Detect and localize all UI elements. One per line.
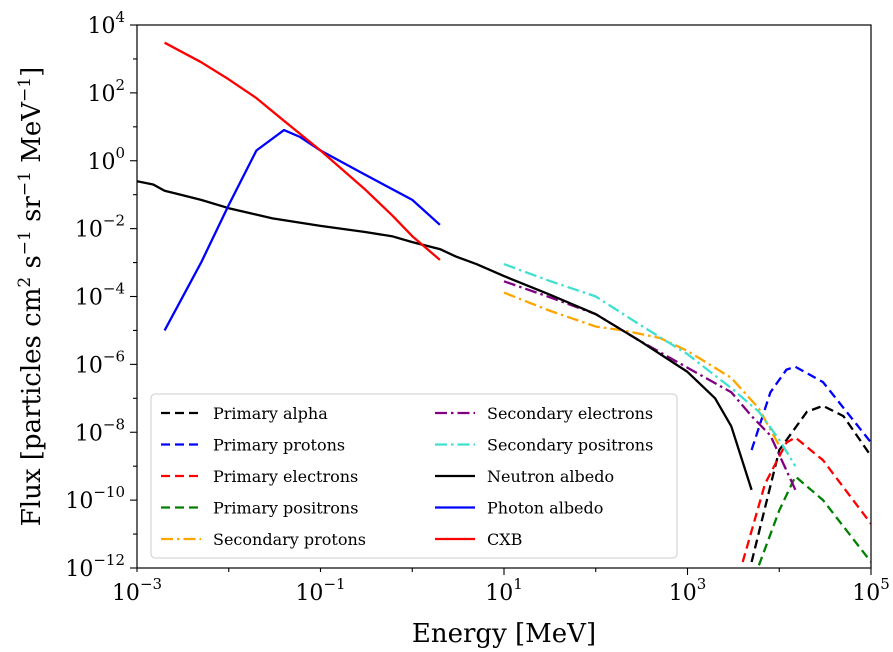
y-tick-exponent: −12: [93, 551, 125, 569]
y-tick-base: 10: [87, 14, 115, 39]
series-line-neutron-albedo: [137, 180, 753, 491]
x-tick-exponent: −3: [140, 575, 162, 593]
x-tick-base: 10: [669, 581, 697, 606]
y-label-text: MeV: [17, 101, 47, 171]
series-line-secondary-positrons: [503, 263, 797, 467]
y-tick-base: 10: [87, 150, 115, 175]
y-tick-label: 104: [87, 8, 125, 39]
y-tick-exponent: −4: [103, 280, 125, 298]
y-tick-label: 10−10: [65, 483, 125, 514]
y-tick-base: 10: [75, 286, 103, 311]
series-line-primary-protons: [750, 365, 871, 451]
series-line-primary-positrons: [757, 475, 871, 566]
x-axis-label: Energy [MeV]: [412, 619, 596, 649]
y-label-superscript: −1: [15, 171, 35, 196]
legend-label: Photon albedo: [487, 499, 603, 518]
x-tick-base: 10: [112, 581, 140, 606]
legend: Primary alpha Primary protons Primary elec…: [150, 393, 678, 559]
x-tick-label: 101: [485, 575, 523, 606]
y-label-text: sr: [17, 196, 47, 231]
legend-label: Primary protons: [213, 436, 345, 455]
legend-label: Primary positrons: [213, 499, 358, 518]
y-tick-base: 10: [65, 557, 93, 582]
legend-label: Neutron albedo: [487, 467, 614, 486]
y-tick-base: 10: [75, 421, 103, 446]
legend-entry-primary-electrons: Primary electrons: [161, 467, 358, 486]
y-tick-base: 10: [75, 218, 103, 243]
x-tick-label: 103: [669, 575, 707, 606]
y-label-superscript: −1: [15, 230, 35, 255]
y-tick-exponent: −10: [93, 483, 125, 501]
legend-label: Secondary protons: [213, 530, 366, 549]
y-tick-label: 10−6: [75, 347, 125, 378]
x-tick-base: 10: [852, 581, 880, 606]
y-label-superscript: −1: [15, 77, 35, 102]
y-tick-exponent: 0: [115, 144, 125, 162]
legend-label: CXB: [487, 530, 522, 549]
series-layer: [137, 41, 871, 566]
series-line-primary-alpha: [750, 404, 871, 563]
x-tick-exponent: 1: [513, 575, 523, 593]
legend-entry-neutron-albedo: Neutron albedo: [435, 467, 614, 486]
y-tick-label: 10−12: [65, 551, 125, 582]
axis-labels: Energy [MeV] Flux [particles cm2 s−1 sr−…: [15, 67, 596, 649]
y-tick-base: 10: [75, 353, 103, 378]
series-line-secondary-electrons: [503, 280, 797, 491]
x-tick-exponent: 5: [880, 575, 890, 593]
legend-entry-primary-positrons: Primary positrons: [161, 499, 358, 518]
y-tick-exponent: 2: [115, 76, 125, 94]
x-tick-label: 10−3: [112, 575, 162, 606]
legend-label: Secondary positrons: [487, 436, 653, 455]
y-label-text: Flux [particles cm: [17, 288, 47, 527]
x-tick-exponent: 3: [697, 575, 707, 593]
legend-label: Primary alpha: [213, 404, 328, 423]
legend-label: Primary electrons: [213, 467, 358, 486]
series-line-photon-albedo: [163, 128, 441, 331]
legend-box: [150, 393, 678, 559]
y-tick-base: 10: [65, 489, 93, 514]
legend-entry-secondary-electrons: Secondary electrons: [435, 404, 653, 423]
y-tick-label: 10−2: [75, 212, 125, 243]
y-tick-label: 10−8: [75, 415, 125, 446]
series-line-cxb: [164, 41, 441, 261]
y-tick-label: 102: [87, 76, 125, 107]
legend-entry-cxb: CXB: [435, 530, 522, 549]
x-tick-label: 10−1: [295, 575, 345, 606]
y-label-superscript: 2: [15, 277, 35, 288]
y-tick-label: 10−4: [75, 280, 125, 311]
y-label-text: s: [17, 255, 47, 277]
legend-entry-secondary-positrons: Secondary positrons: [435, 436, 653, 455]
legend-label: Secondary electrons: [487, 404, 653, 423]
x-tick-exponent: −1: [323, 575, 345, 593]
y-tick-exponent: −6: [103, 347, 125, 365]
legend-entry-secondary-protons: Secondary protons: [161, 530, 366, 549]
legend-entry-photon-albedo: Photon albedo: [435, 499, 603, 518]
y-label-text: ]: [17, 67, 47, 77]
y-tick-base: 10: [87, 82, 115, 107]
y-tick-label: 100: [87, 144, 125, 175]
y-tick-exponent: −2: [103, 212, 125, 230]
legend-entry-primary-protons: Primary protons: [161, 436, 345, 455]
y-tick-exponent: 4: [115, 8, 125, 26]
x-tick-label: 105: [852, 575, 890, 606]
y-axis-label: Flux [particles cm2 s−1 sr−1 MeV−1]: [15, 67, 47, 527]
series-line-primary-electrons: [741, 436, 871, 563]
legend-entry-primary-alpha: Primary alpha: [161, 404, 328, 423]
x-tick-base: 10: [295, 581, 323, 606]
x-tick-base: 10: [485, 581, 513, 606]
ticks-layer: 10−3 10−1 101 103 10510−1210−1010−810−610−41…: [65, 8, 889, 606]
y-tick-exponent: −8: [103, 415, 125, 433]
